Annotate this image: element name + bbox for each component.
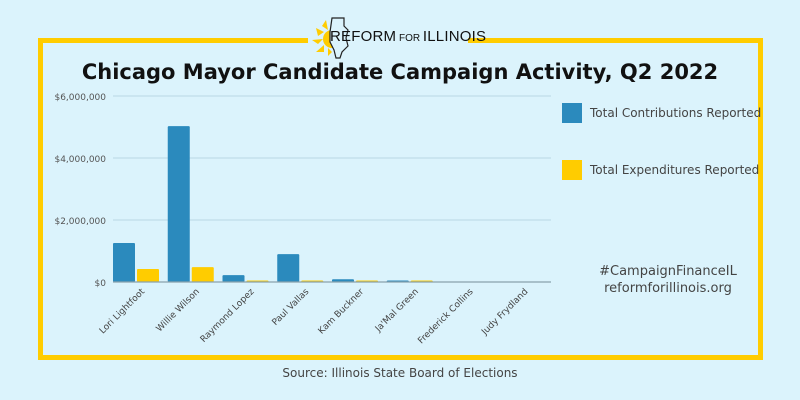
logo: REFORM FOR ILLINOIS (308, 12, 486, 60)
website: reformforillinois.org (604, 281, 732, 296)
bar-contributions (277, 254, 300, 282)
x-tick-label: Lori Lightfoot (98, 287, 148, 337)
y-tick-label: $2,000,000 (54, 217, 106, 227)
logo-text: REFORM FOR ILLINOIS (330, 28, 487, 45)
x-tick-label: Raymond Lopez (199, 287, 257, 345)
bar-contributions (222, 275, 245, 282)
x-tick-label: Willie Wilson (155, 287, 202, 334)
logo-sun-icon (312, 17, 349, 59)
legend-label: Total Contributions Reported (590, 106, 762, 120)
legend-item-contributions: Total Contributions Reported (562, 103, 761, 123)
y-tick-label: $0 (95, 279, 107, 289)
bar-expenditures (137, 268, 159, 282)
y-tick-label: $4,000,000 (54, 155, 106, 165)
bar-contributions (332, 279, 354, 282)
y-tick-label: $6,000,000 (54, 93, 106, 103)
legend-swatch-contributions (562, 103, 582, 123)
legend-item-expenditures: Total Expenditures Reported (562, 160, 759, 180)
bar-contributions (113, 242, 135, 282)
hashtag: #CampaignFinanceIL (599, 264, 737, 279)
legend-label: Total Expenditures Reported (590, 163, 760, 177)
legend-swatch-expenditures (562, 160, 582, 180)
x-tick-label: Frederick Collins (416, 287, 475, 346)
x-tick-label: Kam Buckner (317, 287, 367, 337)
x-tick-label: Paul Vallas (271, 287, 312, 328)
x-tick-label: Ja'Mal Green (373, 287, 421, 335)
x-tick-label: Judy Frydland (479, 287, 530, 338)
chart-title: Chicago Mayor Candidate Campaign Activit… (81, 60, 719, 84)
bar-expenditures (191, 267, 214, 282)
bar-contributions (167, 126, 190, 282)
source-note: Source: Illinois State Board of Election… (282, 366, 518, 380)
